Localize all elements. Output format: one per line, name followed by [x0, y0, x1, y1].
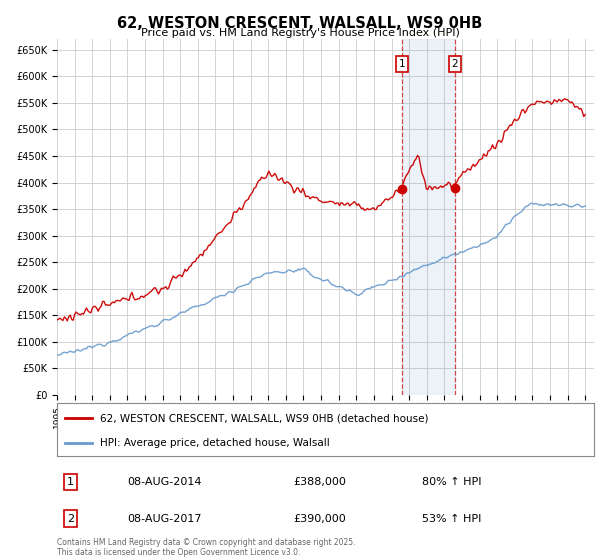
Text: 08-AUG-2014: 08-AUG-2014 — [127, 477, 202, 487]
Text: HPI: Average price, detached house, Walsall: HPI: Average price, detached house, Wals… — [100, 438, 330, 448]
Bar — [402, 39, 455, 395]
Text: £390,000: £390,000 — [293, 514, 346, 524]
Text: 62, WESTON CRESCENT, WALSALL, WS9 0HB: 62, WESTON CRESCENT, WALSALL, WS9 0HB — [118, 16, 482, 31]
Text: 1: 1 — [399, 59, 406, 69]
Text: 80% ↑ HPI: 80% ↑ HPI — [422, 477, 482, 487]
Text: 08-AUG-2017: 08-AUG-2017 — [127, 514, 202, 524]
Text: Price paid vs. HM Land Registry's House Price Index (HPI): Price paid vs. HM Land Registry's House … — [140, 28, 460, 38]
Text: £388,000: £388,000 — [293, 477, 346, 487]
Text: 1: 1 — [67, 477, 74, 487]
Text: 2: 2 — [67, 514, 74, 524]
Text: Contains HM Land Registry data © Crown copyright and database right 2025.
This d: Contains HM Land Registry data © Crown c… — [57, 538, 355, 557]
Text: 2: 2 — [452, 59, 458, 69]
Text: 53% ↑ HPI: 53% ↑ HPI — [422, 514, 482, 524]
Text: 62, WESTON CRESCENT, WALSALL, WS9 0HB (detached house): 62, WESTON CRESCENT, WALSALL, WS9 0HB (d… — [100, 413, 428, 423]
